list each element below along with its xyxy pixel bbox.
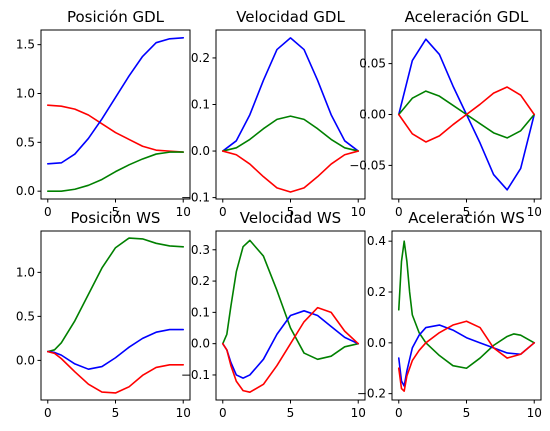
x-tick-label: 10 xyxy=(351,406,366,420)
series-line-1 xyxy=(397,240,536,370)
x-tick-label: 5 xyxy=(463,205,471,219)
x-tick-label: 10 xyxy=(527,205,542,219)
series-line-3 xyxy=(46,350,185,394)
y-tick-label: 0.00 xyxy=(359,108,386,122)
x-tick-label: 10 xyxy=(527,406,542,420)
series-line-2 xyxy=(46,328,185,370)
series-line-3 xyxy=(221,150,360,193)
subplot-1: 0 5 10 0.0 0.5 1.0 1.5 Posición GDL xyxy=(16,8,191,219)
x-tick-label: 10 xyxy=(351,205,366,219)
axes-frame xyxy=(215,29,366,200)
x-tick-label: 10 xyxy=(176,406,191,420)
subplot-4: 0 5 10 0.0 0.5 1.0 Posición WS xyxy=(16,209,191,420)
x-tick-label: 5 xyxy=(287,205,295,219)
y-tick-label: 0.2 xyxy=(191,51,210,65)
series-line-3 xyxy=(221,306,360,393)
subplot-title: Velocidad WS xyxy=(240,209,341,227)
subplot-title: Aceleración GDL xyxy=(405,8,529,26)
series-line-2 xyxy=(46,37,185,165)
x-tick-label: 0 xyxy=(219,406,227,420)
y-tick-label: 0.5 xyxy=(16,309,35,323)
series-line-2 xyxy=(221,310,360,379)
series-line-1 xyxy=(221,239,360,361)
x-tick-label: 0 xyxy=(395,406,403,420)
subplot-5: 0 5 10 −0.1 0.0 0.1 0.2 0.3 Velocidad WS xyxy=(181,209,366,420)
x-tick-label: 5 xyxy=(112,205,120,219)
y-tick-label: 0.0 xyxy=(16,184,35,198)
x-tick-label: 5 xyxy=(287,406,295,420)
axes-frame xyxy=(40,230,191,401)
series-line-3 xyxy=(397,86,536,143)
x-tick-label: 0 xyxy=(44,406,52,420)
axes-frame xyxy=(40,29,191,200)
subplot-title: Posición WS xyxy=(71,209,161,227)
series-line-2 xyxy=(221,115,360,152)
subplot-title: Velocidad GDL xyxy=(236,8,345,26)
y-tick-label: −0.05 xyxy=(349,158,386,172)
series-line-1 xyxy=(46,237,185,353)
y-tick-label: 0.0 xyxy=(191,144,210,158)
axes-frame xyxy=(391,230,542,401)
y-tick-label: 0.3 xyxy=(191,243,210,257)
y-tick-label: 0.1 xyxy=(191,97,210,111)
y-tick-label: 1.0 xyxy=(16,86,35,100)
y-tick-label: 0.05 xyxy=(359,57,386,71)
x-tick-label: 5 xyxy=(463,406,471,420)
y-tick-label: −0.2 xyxy=(357,387,386,401)
subplot-title: Posición GDL xyxy=(67,8,165,26)
y-tick-label: 0.2 xyxy=(191,274,210,288)
y-tick-label: 0.5 xyxy=(16,135,35,149)
x-tick-label: 10 xyxy=(176,205,191,219)
series-line-3 xyxy=(397,320,536,392)
subplot-6: 0 5 10 −0.2 0.0 0.2 0.4 Aceleración WS xyxy=(357,209,542,420)
subplot-3: 0 5 10 −0.05 0.00 0.05 Aceleración GDL xyxy=(349,8,542,219)
x-tick-label: 0 xyxy=(219,205,227,219)
y-tick-label: 0.0 xyxy=(191,337,210,351)
y-tick-label: 0.0 xyxy=(16,353,35,367)
series-line-2 xyxy=(397,324,536,387)
x-tick-label: 5 xyxy=(112,406,120,420)
series-line-1 xyxy=(46,104,185,153)
x-tick-label: 0 xyxy=(395,205,403,219)
y-tick-label: 0.0 xyxy=(367,336,386,350)
subplot-title: Aceleración WS xyxy=(408,209,524,227)
series-line-1 xyxy=(221,37,360,152)
x-tick-label: 0 xyxy=(44,205,52,219)
y-tick-label: 1.5 xyxy=(16,38,35,52)
y-tick-label: 0.2 xyxy=(367,285,386,299)
y-tick-label: 0.4 xyxy=(367,234,386,248)
y-tick-label: 0.1 xyxy=(191,305,210,319)
y-tick-label: −0.1 xyxy=(181,191,210,205)
y-tick-label: 1.0 xyxy=(16,265,35,279)
series-line-3 xyxy=(46,151,185,192)
subplot-2: 0 5 10 −0.1 0.0 0.1 0.2 Velocidad GDL xyxy=(181,8,366,219)
y-tick-label: −0.1 xyxy=(181,368,210,382)
